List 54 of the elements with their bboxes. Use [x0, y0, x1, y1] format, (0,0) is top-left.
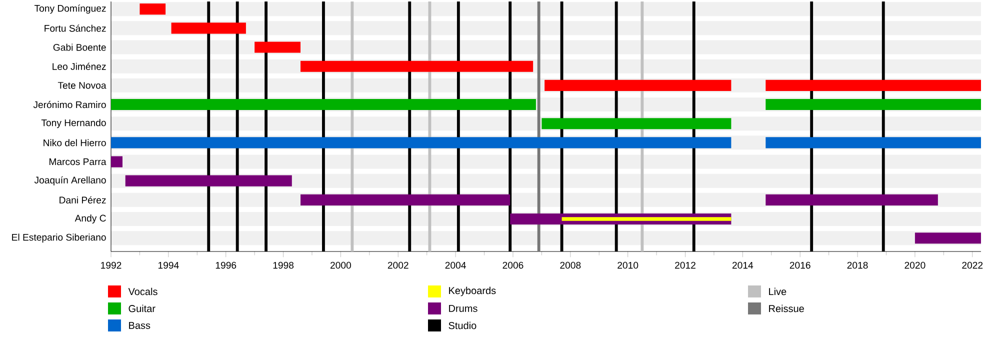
bar	[766, 98, 981, 110]
x-tick-label: 2000	[330, 262, 351, 268]
bar	[766, 194, 938, 206]
bar	[111, 98, 536, 110]
x-tick-label: 1992	[101, 262, 122, 268]
bar	[171, 22, 246, 34]
bar	[542, 118, 732, 129]
bar	[766, 136, 981, 148]
bar	[300, 194, 510, 206]
x-tick-label: 2018	[847, 262, 868, 268]
x-tick-label: 2002	[388, 262, 408, 268]
x-tick-label: 2010	[618, 262, 638, 268]
legend-label: Vocals	[128, 288, 158, 295]
bar	[562, 216, 732, 221]
y-tick-label: Fortu Sánchez	[44, 24, 106, 32]
bar	[254, 42, 301, 53]
y-tick-label: Tony Domínguez	[34, 4, 106, 14]
y-tick-label: Leo Jiménez	[52, 62, 106, 70]
y-tick-label: Marcos Parra	[49, 158, 106, 165]
legend-label: Live	[769, 288, 786, 295]
y-tick-label: Niko del Hierro	[44, 138, 106, 146]
bar	[111, 136, 732, 148]
y-tick-label: Dani Pérez	[60, 196, 106, 204]
x-tick-label: 2020	[904, 262, 926, 268]
x-tick-label: 2014	[732, 262, 754, 268]
bar	[140, 3, 166, 14]
legend-label: Bass	[129, 322, 150, 329]
y-tick-label: Gabi Boente	[53, 44, 106, 51]
bar	[125, 175, 292, 186]
y-tick-label: El Estepario Siberiano	[12, 233, 106, 242]
bar	[914, 232, 981, 244]
y-tick-label: Tony Hernando	[41, 118, 106, 128]
bar	[111, 156, 122, 168]
legend-label: Reissue	[769, 304, 804, 312]
bar	[544, 80, 732, 91]
bar	[766, 80, 981, 91]
legend-label: Studio	[448, 322, 476, 329]
x-tick-label: 1998	[273, 262, 294, 268]
bar	[300, 60, 534, 72]
x-tick-label: 2004	[445, 262, 466, 268]
x-tick-label: 1996	[216, 262, 236, 268]
x-tick-label: 2012	[675, 262, 696, 268]
x-tick-label: 1994	[158, 262, 179, 268]
x-tick-label: 2016	[790, 262, 810, 268]
x-tick-label: 2008	[560, 262, 581, 268]
legend-label: Guitar	[128, 304, 156, 312]
y-tick-label: Joaquín Arellano	[34, 176, 106, 186]
legend-label: Keyboards	[449, 286, 496, 296]
y-tick-label: Jerónimo Ramiro	[33, 100, 106, 108]
y-tick-label: Tete Novoa	[58, 82, 106, 89]
y-tick-label: Andy C	[74, 214, 106, 224]
x-tick-label: 2022	[962, 262, 983, 268]
x-tick-label: 2006	[502, 262, 524, 268]
legend-label: Drums	[449, 304, 478, 312]
